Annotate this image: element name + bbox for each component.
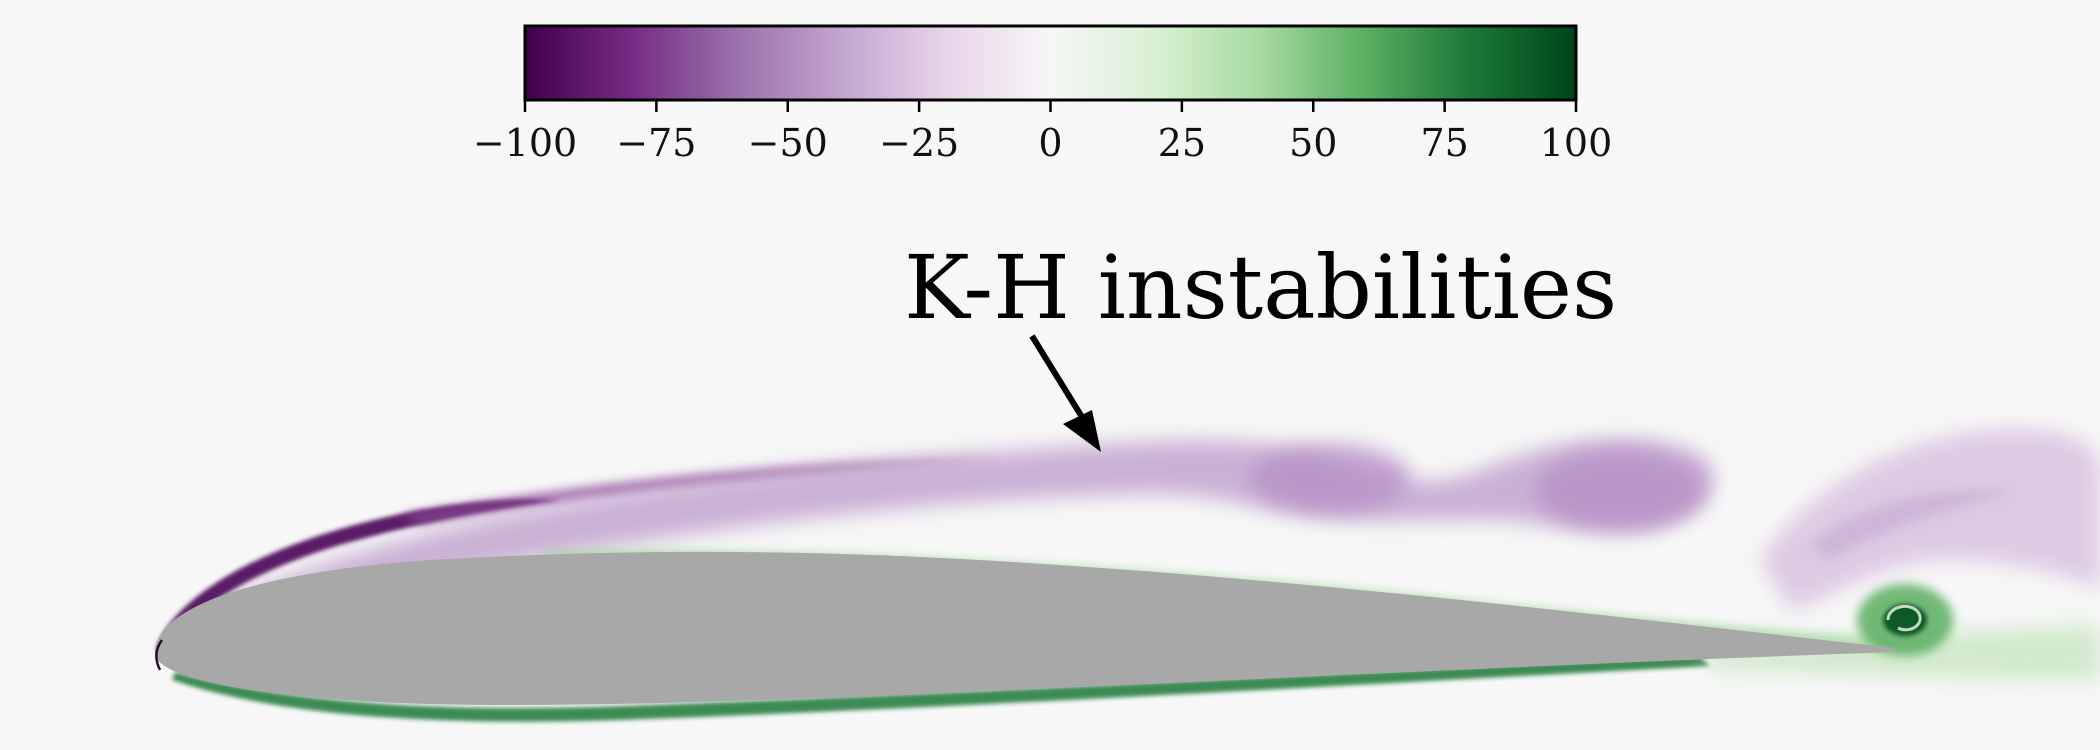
trailing-edge-vortex-spiral [1886,604,1922,632]
annotation-label: K-H instabilities [904,236,1617,339]
colorbar-tick-label: −100 [473,121,577,165]
colorbar-tick-label: 100 [1540,121,1613,165]
vorticity-field [155,429,2100,722]
kh-vortex-1 [1250,444,1410,512]
wake-upper [1760,429,2100,610]
colorbar-tick-label: 25 [1158,121,1206,165]
kh-vortex-2 [1535,450,1705,530]
colorbar-tick-label: 75 [1420,121,1468,165]
colorbar-gradient [523,24,1578,102]
colorbar-ticks: −100 −75 −50 −25 0 25 50 75 100 [473,100,1612,165]
colorbar-tick-label: 50 [1289,121,1337,165]
colorbar-tick-label: 0 [1038,121,1062,165]
leading-edge-vorticity [156,499,560,652]
wake-upper-inner [1810,490,2010,560]
airfoil [155,551,1895,706]
annotation: K-H instabilities [904,236,1617,452]
colorbar-tick-label: −75 [616,121,696,165]
colorbar: −100 −75 −50 −25 0 25 50 75 100 [473,24,1612,165]
colorbar-tick-label: −25 [879,121,959,165]
colorbar-tick-label: −50 [748,121,828,165]
arrow-down-right-icon [1029,334,1101,452]
airfoil-edge [155,639,164,671]
